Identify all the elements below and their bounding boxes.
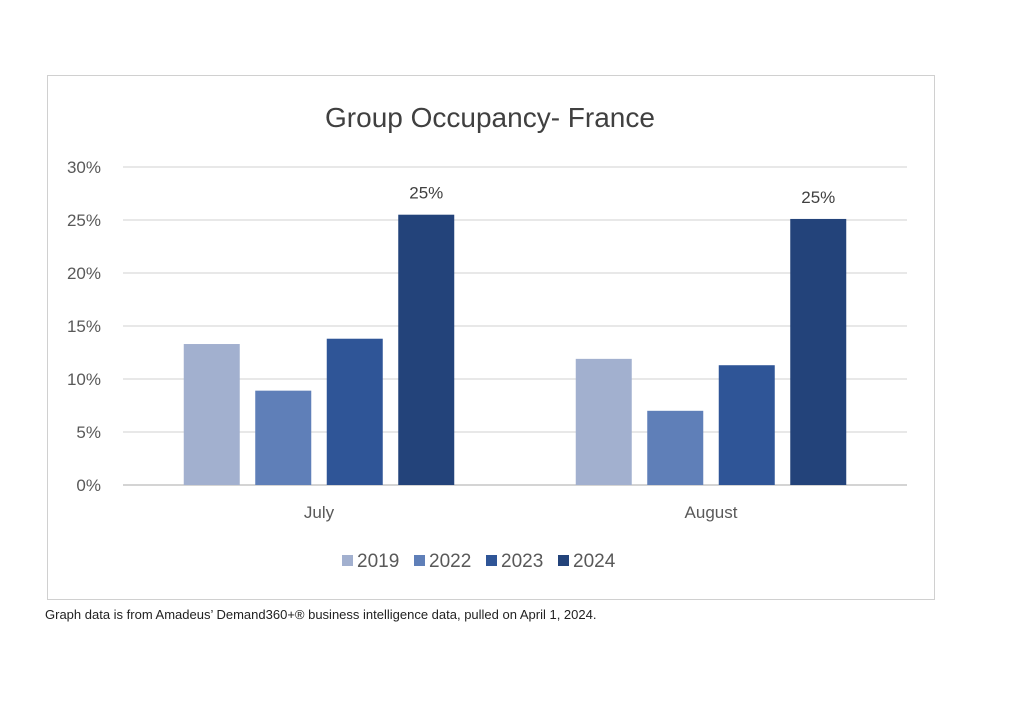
bar-july-2022 xyxy=(255,390,312,485)
legend-label-2022: 2022 xyxy=(429,551,471,572)
legend-swatch-2022 xyxy=(414,555,425,566)
y-tick-label: 10% xyxy=(67,370,101,389)
bar-august-2024 xyxy=(790,218,847,485)
y-tick-label: 0% xyxy=(76,476,101,495)
x-tick-label: August xyxy=(685,503,738,522)
x-tick-label: July xyxy=(304,503,335,522)
legend-swatch-2024 xyxy=(558,555,569,566)
bar-august-2023 xyxy=(718,365,775,485)
y-tick-label: 20% xyxy=(67,264,101,283)
y-tick-label: 30% xyxy=(67,158,101,177)
y-tick-label: 5% xyxy=(76,423,101,442)
legend-swatch-2019 xyxy=(342,555,353,566)
chart-frame xyxy=(47,75,935,600)
bar-august-2022 xyxy=(647,410,704,485)
legend-label-2024: 2024 xyxy=(573,551,616,572)
y-tick-label: 25% xyxy=(67,211,101,230)
data-label: 25% xyxy=(409,184,443,203)
bar-july-2023 xyxy=(326,338,383,485)
legend-swatch-2023 xyxy=(486,555,497,566)
y-tick-label: 15% xyxy=(67,317,101,336)
bar-july-2019 xyxy=(183,344,240,485)
bar-july-2024 xyxy=(398,214,455,485)
chart-title: Group Occupancy- France xyxy=(325,102,655,133)
legend-label-2023: 2023 xyxy=(501,551,543,572)
legend-label-2019: 2019 xyxy=(357,551,399,572)
bar-august-2019 xyxy=(575,358,632,485)
data-label: 25% xyxy=(801,188,835,207)
footnote: Graph data is from Amadeus’ Demand360+® … xyxy=(45,607,597,622)
